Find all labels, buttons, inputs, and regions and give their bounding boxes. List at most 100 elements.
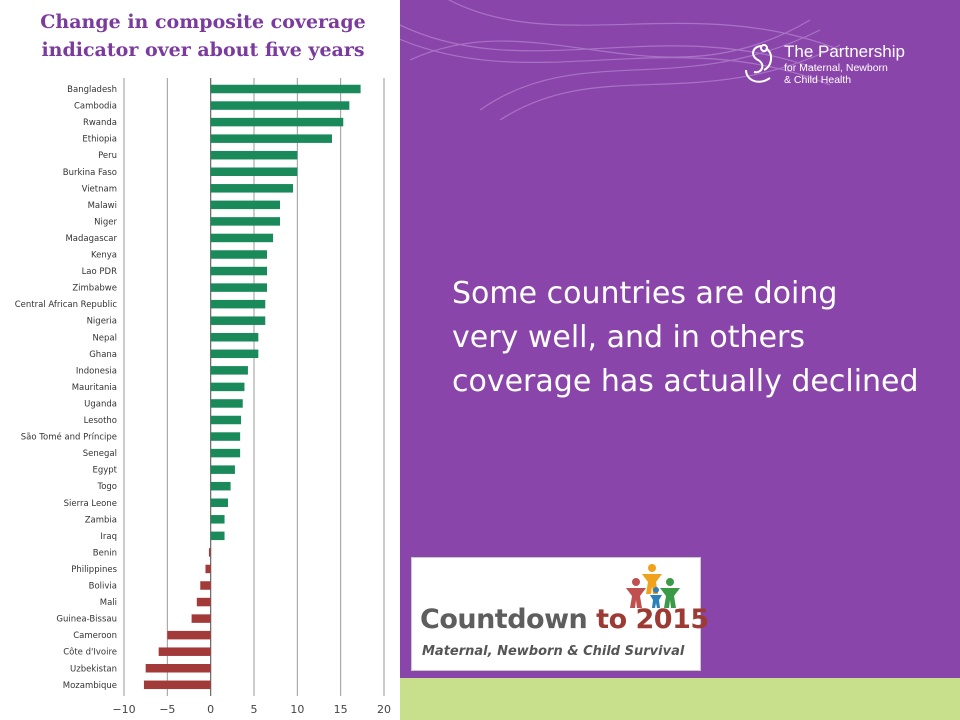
category-label: Burkina Faso	[63, 168, 117, 178]
chart-title-line-1: Change in composite coverage	[40, 11, 366, 33]
category-label: Vietnam	[82, 184, 117, 194]
category-label: Central African Republic	[15, 300, 118, 310]
bar	[210, 465, 235, 474]
bar	[210, 432, 241, 441]
category-label: Mozambique	[63, 681, 117, 691]
category-label: Mauritania	[72, 383, 117, 393]
bar	[210, 134, 332, 143]
bar	[210, 184, 293, 193]
chart-panel: Change in composite coverage indicator o…	[0, 0, 400, 720]
category-label: Ghana	[89, 350, 117, 360]
category-label: Sierra Leone	[64, 499, 117, 509]
bar	[210, 101, 350, 110]
partnership-logo-text: The Partnership for Maternal, Newborn & …	[784, 42, 905, 86]
category-label: São Tomé and Príncipe	[21, 432, 117, 443]
bar	[210, 283, 267, 292]
bar	[210, 333, 259, 342]
countdown-logo-title-prefix: Countdown	[420, 604, 597, 635]
category-label: Ethiopia	[82, 135, 117, 145]
countdown-logo-subtitle: Maternal, Newborn & Child Survival	[422, 644, 685, 659]
bar	[210, 349, 259, 359]
bar	[210, 167, 298, 176]
x-tick-label: −10	[112, 703, 135, 716]
bar	[210, 448, 241, 458]
category-label: Indonesia	[76, 366, 117, 376]
category-label: Lao PDR	[82, 267, 118, 277]
bar	[143, 680, 211, 690]
bar	[210, 531, 225, 541]
bar	[210, 481, 231, 491]
x-tick-label: −5	[159, 703, 175, 716]
bar	[210, 150, 298, 160]
x-tick-label: 10	[290, 703, 304, 716]
bar	[158, 647, 211, 656]
bar	[208, 548, 211, 557]
body-text: Some countries are doing very well, and …	[452, 272, 932, 404]
category-label: Malawi	[88, 201, 117, 211]
category-label: Zimbabwe	[72, 284, 117, 294]
body-text-line-3: coverage has actually declined	[452, 364, 919, 399]
category-label: Nigeria	[87, 317, 117, 327]
bar	[210, 84, 361, 94]
bar	[210, 299, 266, 309]
bar	[205, 564, 211, 574]
bar	[210, 266, 267, 276]
category-label: Peru	[98, 151, 117, 161]
coverage-change-bar-chart: −10 −5 0 5 10 15 20 Bangladesh Cambodia Rwanda Eth…	[15, 78, 391, 716]
bar	[210, 366, 248, 375]
body-text-line-2: very well, and in others	[452, 320, 805, 355]
people-figures-icon	[626, 564, 680, 608]
bar	[210, 233, 274, 243]
category-label: Niger	[94, 217, 117, 227]
category-label: Cameroon	[73, 631, 117, 641]
bar	[210, 316, 266, 325]
category-label: Lesotho	[84, 416, 117, 426]
category-label: Bangladesh	[67, 85, 117, 95]
category-label: Cambodia	[74, 102, 117, 112]
partnership-swirl-icon	[745, 44, 772, 83]
bar	[210, 382, 245, 392]
partnership-logo-line-2: for Maternal, Newborn	[784, 62, 888, 74]
category-label: Madagascar	[65, 234, 117, 244]
bar	[210, 498, 228, 507]
bar	[196, 597, 211, 607]
bar	[145, 664, 211, 673]
x-tick-label: 5	[251, 703, 258, 716]
category-label: Guinea-Bissau	[56, 615, 117, 625]
bar	[210, 117, 344, 127]
countdown-logo: Countdown to 2015 Maternal, Newborn & Ch…	[411, 557, 709, 671]
bar	[167, 630, 211, 640]
bar	[210, 250, 267, 259]
category-label: Nepal	[92, 333, 117, 343]
category-label: Rwanda	[83, 118, 117, 128]
category-label: Zambia	[85, 515, 117, 525]
category-label: Benin	[93, 548, 117, 558]
bar	[210, 399, 243, 408]
category-label: Uzbekistan	[70, 664, 117, 674]
x-tick-label: 0	[207, 703, 214, 716]
category-label: Philippines	[71, 565, 117, 575]
category-label: Kenya	[91, 251, 117, 261]
body-text-line-1: Some countries are doing	[452, 276, 838, 311]
category-label: Uganda	[84, 399, 117, 409]
partnership-logo-line-1: The Partnership	[784, 42, 905, 61]
bar	[200, 581, 211, 590]
countdown-logo-title: Countdown to 2015	[420, 604, 709, 635]
category-label: Senegal	[83, 449, 117, 459]
bar	[210, 515, 225, 524]
chart-title: Change in composite coverage indicator o…	[18, 8, 388, 64]
bottom-accent-strip	[400, 678, 960, 720]
bar	[210, 217, 280, 226]
x-tick-label: 15	[334, 703, 348, 716]
x-tick-label: 20	[377, 703, 391, 716]
category-label: Egypt	[92, 466, 117, 476]
partnership-logo: The Partnership for Maternal, Newborn & …	[740, 40, 940, 90]
category-label: Côte d'Ivoire	[63, 647, 117, 658]
category-label: Togo	[96, 482, 117, 492]
category-label: Mali	[100, 598, 117, 608]
bar	[191, 614, 211, 623]
countdown-logo-title-suffix: to 2015	[596, 604, 709, 635]
partnership-logo-line-3: & Child Health	[784, 74, 852, 86]
chart-title-line-2: indicator over about five years	[41, 39, 365, 61]
category-label: Iraq	[100, 532, 117, 542]
